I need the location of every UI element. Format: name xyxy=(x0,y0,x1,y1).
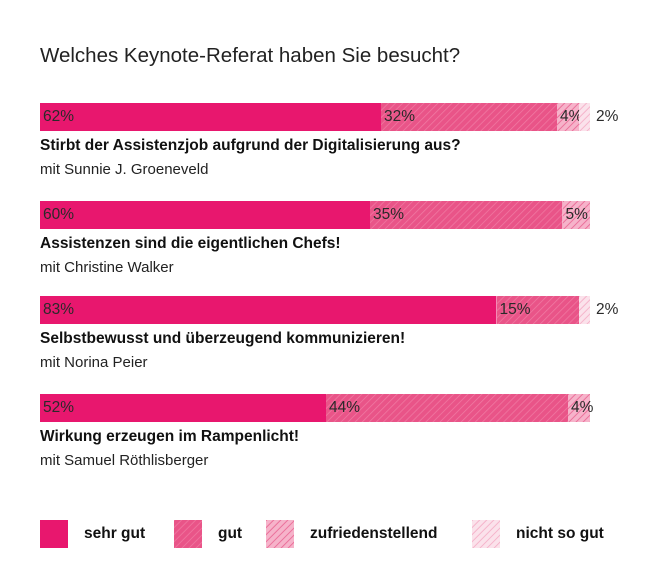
value-label: 15% xyxy=(499,301,531,318)
legend: sehr gut gut zufriedenstellend nicht so … xyxy=(40,519,640,549)
segment-gut: 44% xyxy=(326,394,568,422)
value-label-outside: 2% xyxy=(596,108,619,125)
question-title: Selbstbewusst und überzeugend kommunizie… xyxy=(40,330,406,347)
legend-item-sehr-gut: sehr gut xyxy=(40,519,145,549)
segment-sehr-gut-fill xyxy=(40,394,326,422)
segment-zufriedenstellend-fill xyxy=(568,394,590,422)
segment-sehr-gut: 52% xyxy=(40,394,326,422)
segment-zufriedenstellend: 4% xyxy=(557,103,583,131)
question-speaker: mit Samuel Röthlisberger xyxy=(40,452,209,469)
segment-sehr-gut: 83% xyxy=(40,296,497,324)
value-label: 4% xyxy=(560,108,583,125)
stacked-bar-3: 83% 15% 2% xyxy=(40,296,640,324)
legend-item-nicht-so-gut: nicht so gut xyxy=(472,519,604,549)
segment-sehr-gut-fill xyxy=(40,201,370,229)
legend-item-zufriedenstellend: zufriedenstellend xyxy=(266,519,437,549)
question-block-4: 52% 44% 4% Wirkung erzeugen im Rampenlicht… xyxy=(40,394,640,504)
segment-gut-fill xyxy=(370,201,563,229)
segment-sehr-gut: 62% xyxy=(40,103,381,131)
question-block-2: 60% 35% 5% Assistenzen sind die eigentlich… xyxy=(40,201,640,311)
segment-nicht-so-gut xyxy=(579,103,590,131)
value-label: 83% xyxy=(43,301,75,318)
value-label: 5% xyxy=(565,206,588,223)
legend-label: zufriedenstellend xyxy=(310,525,438,542)
segment-gut-fill xyxy=(381,103,557,131)
value-label: 52% xyxy=(43,399,75,416)
segment-gut: 32% xyxy=(381,103,557,131)
legend-label: nicht so gut xyxy=(516,525,604,542)
question-speaker: mit Norina Peier xyxy=(40,354,148,371)
legend-swatch-solid xyxy=(40,520,68,548)
stacked-bar-1: 62% 32% 4% 2% xyxy=(40,103,640,131)
legend-swatch-dense-hatch xyxy=(174,520,202,548)
value-label: 60% xyxy=(43,206,75,223)
segment-nicht-so-gut-fill xyxy=(579,103,590,131)
segment-nicht-so-gut-fill xyxy=(579,296,590,324)
legend-swatch-medium-hatch xyxy=(266,520,294,548)
legend-label: gut xyxy=(218,525,243,542)
legend-item-gut: gut xyxy=(174,519,242,549)
segment-zufriedenstellend: 4% xyxy=(568,394,594,422)
question-speaker: mit Sunnie J. Groeneveld xyxy=(40,161,209,178)
segment-nicht-so-gut xyxy=(579,296,590,324)
legend-label: sehr gut xyxy=(84,525,146,542)
segment-gut-fill xyxy=(326,394,568,422)
legend-swatch-light-hatch xyxy=(472,520,500,548)
value-label: 4% xyxy=(571,399,594,416)
segment-gut: 35% xyxy=(370,201,563,229)
segment-gut-fill xyxy=(496,296,579,324)
question-speaker: mit Christine Walker xyxy=(40,259,174,276)
value-label: 32% xyxy=(384,108,416,125)
chart-title: Welches Keynote-Referat haben Sie besuch… xyxy=(40,44,461,67)
stacked-bar-4: 52% 44% 4% xyxy=(40,394,640,422)
value-label-outside: 2% xyxy=(596,301,619,318)
segment-gut: 15% xyxy=(496,296,579,324)
question-block-1: 62% 32% 4% 2% Stirbt der Assistenzjob aufgr… xyxy=(40,103,640,213)
question-title: Wirkung erzeugen im Rampenlicht! xyxy=(40,428,300,445)
value-label: 35% xyxy=(373,206,405,223)
question-block-3: 83% 15% 2% Selbstbewusst und überzeugend k… xyxy=(40,296,640,406)
segment-zufriedenstellend-fill xyxy=(562,201,590,229)
segment-sehr-gut-fill xyxy=(40,103,381,131)
segment-sehr-gut-fill xyxy=(40,296,497,324)
value-label: 44% xyxy=(329,399,361,416)
question-title: Stirbt der Assistenzjob aufgrund der Dig… xyxy=(40,137,461,154)
stacked-bar-2: 60% 35% 5% xyxy=(40,201,640,229)
segment-zufriedenstellend: 5% xyxy=(562,201,590,229)
segment-zufriedenstellend-fill xyxy=(557,103,579,131)
value-label: 62% xyxy=(43,108,75,125)
segment-sehr-gut: 60% xyxy=(40,201,370,229)
question-title: Assistenzen sind die eigentlichen Chefs! xyxy=(40,235,341,252)
